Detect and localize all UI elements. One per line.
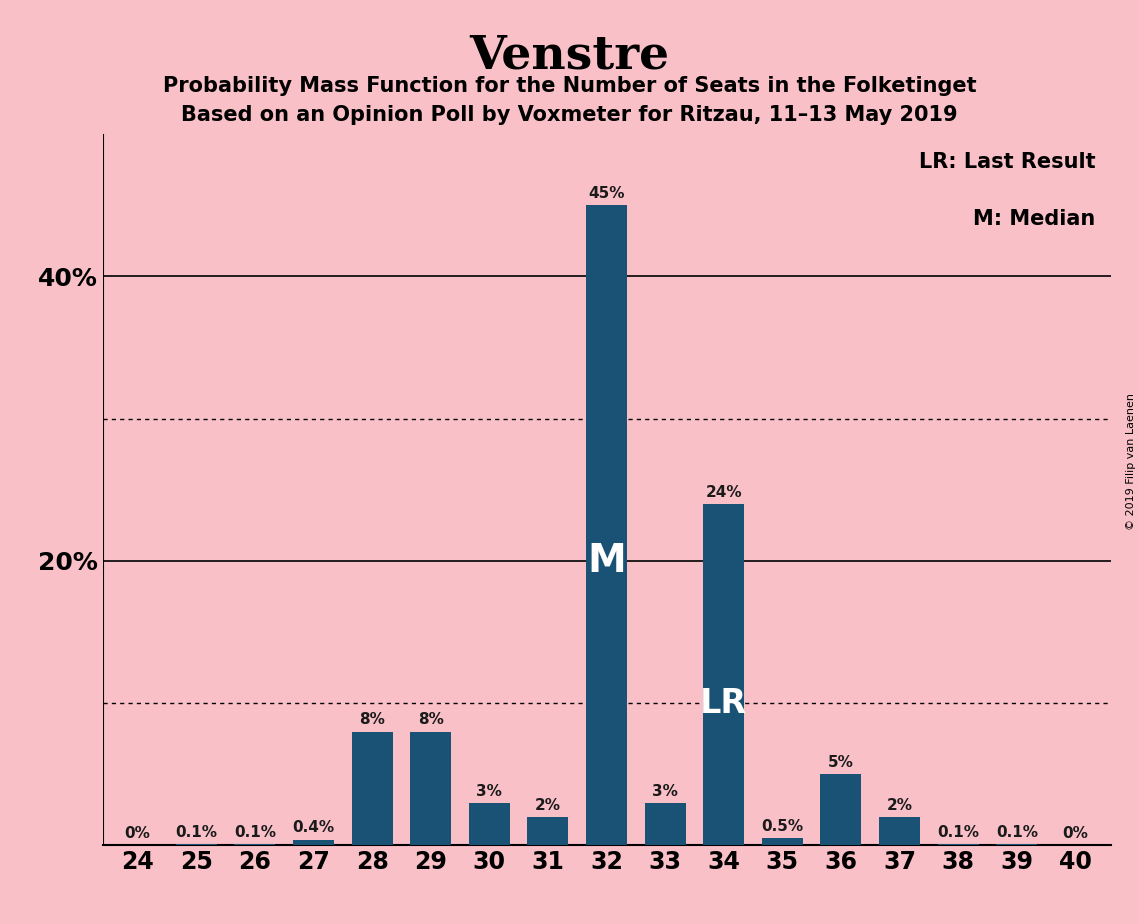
- Bar: [820, 774, 861, 845]
- Bar: [762, 838, 803, 845]
- Text: 0.1%: 0.1%: [937, 825, 980, 840]
- Bar: [703, 504, 744, 845]
- Text: 0.1%: 0.1%: [233, 825, 276, 840]
- Text: Probability Mass Function for the Number of Seats in the Folketinget: Probability Mass Function for the Number…: [163, 76, 976, 96]
- Text: 8%: 8%: [359, 712, 385, 727]
- Bar: [175, 844, 216, 845]
- Bar: [527, 817, 568, 845]
- Text: 2%: 2%: [535, 797, 560, 813]
- Text: M: Median: M: Median: [973, 209, 1096, 228]
- Text: Based on an Opinion Poll by Voxmeter for Ritzau, 11–13 May 2019: Based on an Opinion Poll by Voxmeter for…: [181, 105, 958, 126]
- Text: © 2019 Filip van Laenen: © 2019 Filip van Laenen: [1126, 394, 1136, 530]
- Bar: [293, 840, 334, 845]
- Text: 3%: 3%: [653, 784, 678, 798]
- Bar: [645, 803, 686, 845]
- Text: 0.5%: 0.5%: [761, 819, 803, 834]
- Text: 0%: 0%: [1063, 826, 1088, 841]
- Text: 5%: 5%: [828, 755, 854, 770]
- Text: 3%: 3%: [476, 784, 502, 798]
- Bar: [469, 803, 510, 845]
- Text: 2%: 2%: [886, 797, 912, 813]
- Text: 0.1%: 0.1%: [995, 825, 1038, 840]
- Bar: [235, 844, 276, 845]
- Text: 0%: 0%: [125, 826, 150, 841]
- Text: 8%: 8%: [418, 712, 443, 727]
- Text: Venstre: Venstre: [469, 32, 670, 79]
- Text: M: M: [587, 541, 626, 580]
- Text: LR: LR: [700, 687, 747, 720]
- Text: 45%: 45%: [588, 186, 625, 201]
- Bar: [937, 844, 978, 845]
- Bar: [352, 732, 393, 845]
- Text: 0.1%: 0.1%: [175, 825, 218, 840]
- Text: 24%: 24%: [705, 485, 741, 500]
- Bar: [410, 732, 451, 845]
- Bar: [585, 205, 628, 845]
- Bar: [879, 817, 920, 845]
- Bar: [997, 844, 1038, 845]
- Text: 0.4%: 0.4%: [293, 821, 335, 835]
- Text: LR: Last Result: LR: Last Result: [919, 152, 1096, 172]
